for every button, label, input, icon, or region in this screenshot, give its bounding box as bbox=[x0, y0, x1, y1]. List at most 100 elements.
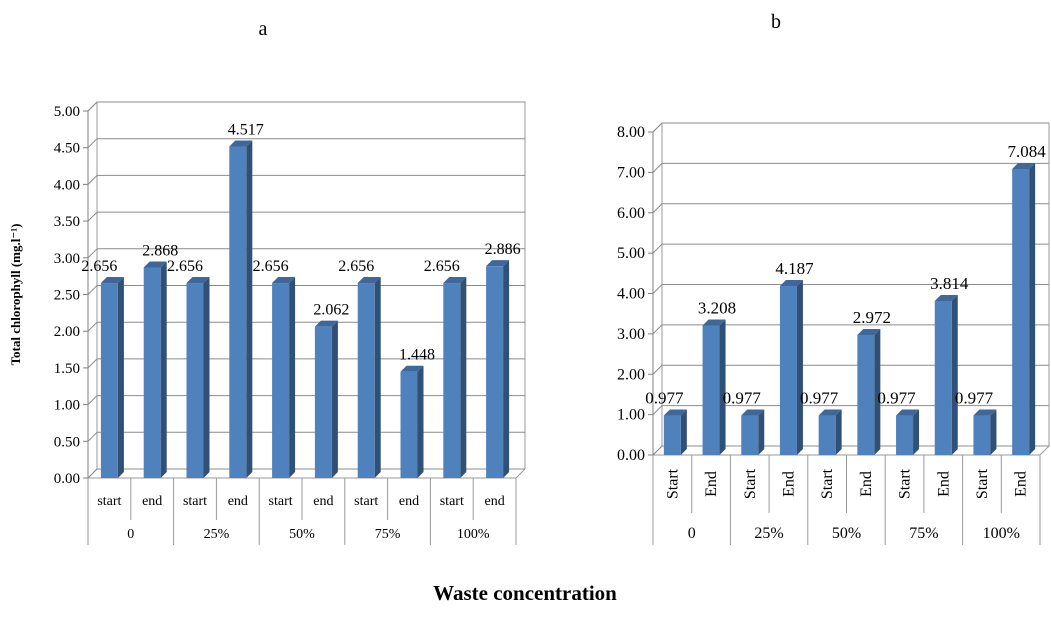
bar bbox=[857, 335, 875, 455]
bar bbox=[486, 266, 504, 478]
panel-label-b: b bbox=[771, 11, 781, 33]
data-label: 2.062 bbox=[313, 302, 349, 319]
data-label: 2.972 bbox=[853, 308, 891, 327]
bar bbox=[272, 283, 290, 478]
y-tick-label: 3.50 bbox=[54, 214, 80, 230]
panel-label-a: a bbox=[259, 18, 268, 40]
floor-edge bbox=[1039, 445, 1050, 456]
bar-top bbox=[779, 279, 803, 286]
subcategory-label: End bbox=[1013, 471, 1030, 497]
bar-top bbox=[143, 261, 167, 268]
bar-side bbox=[1029, 162, 1036, 455]
bar bbox=[443, 283, 461, 478]
bar bbox=[973, 415, 991, 455]
data-label: 2.656 bbox=[424, 258, 460, 275]
bar-side bbox=[246, 140, 253, 478]
y-tick-label: 1.00 bbox=[617, 407, 645, 424]
gridline-side bbox=[652, 163, 663, 173]
data-label: 0.977 bbox=[800, 389, 839, 408]
bar-top bbox=[443, 277, 467, 284]
bar-side bbox=[460, 277, 467, 478]
group-label: 25% bbox=[754, 525, 783, 542]
bar-top bbox=[100, 277, 124, 284]
y-tick-label: 5.00 bbox=[54, 104, 80, 120]
bar bbox=[663, 415, 681, 455]
bar bbox=[741, 415, 759, 455]
subcategory-label: end bbox=[313, 494, 333, 509]
gridline-side bbox=[652, 405, 663, 415]
y-tick-label: 5.00 bbox=[617, 245, 645, 262]
subcategory-label: Start bbox=[819, 468, 836, 499]
chart-b: 0.00 1.00 2.00 3.00 4.00 5.00 6.00 7.00 8.00 0.97… bbox=[617, 122, 1050, 545]
gridline-side bbox=[652, 122, 663, 133]
group-label: 0 bbox=[127, 527, 134, 542]
chart-a: 0.00 0.50 1.00 1.50 2.00 2.50 3.00 3.50 4.00 4.50… bbox=[8, 101, 526, 545]
bar bbox=[1012, 168, 1030, 455]
gridline-side bbox=[87, 431, 98, 442]
bar bbox=[143, 267, 161, 478]
bar-side bbox=[758, 409, 765, 455]
group-label: 25% bbox=[204, 527, 230, 542]
data-label: 2.656 bbox=[253, 258, 289, 275]
subcategory-label: Start bbox=[664, 468, 681, 499]
bar bbox=[934, 301, 952, 455]
data-label: 3.814 bbox=[930, 274, 969, 293]
data-label: 0.977 bbox=[723, 389, 762, 408]
bar-side bbox=[990, 409, 997, 455]
bar-top bbox=[486, 260, 510, 267]
y-tick-label: 1.00 bbox=[54, 398, 80, 414]
bar-top bbox=[272, 277, 296, 284]
y-tick-label: 3.00 bbox=[617, 326, 645, 343]
data-label: 4.187 bbox=[775, 259, 814, 278]
data-label: 2.656 bbox=[81, 258, 117, 275]
subcategory-label: End bbox=[935, 471, 952, 497]
bar-side bbox=[835, 409, 842, 455]
subcategory-label: Start bbox=[974, 468, 991, 499]
y-tick-label: 1.50 bbox=[54, 361, 80, 377]
bar bbox=[229, 146, 247, 478]
bar-top bbox=[186, 277, 210, 284]
y-tick-label: 7.00 bbox=[617, 164, 645, 181]
bar-side bbox=[417, 365, 424, 478]
gridline-side bbox=[652, 445, 663, 456]
gridline-side bbox=[652, 203, 663, 214]
bar-top bbox=[314, 320, 338, 327]
bar bbox=[100, 283, 118, 478]
bar bbox=[357, 283, 375, 478]
bar-side bbox=[680, 409, 687, 455]
subcategory-label: end bbox=[228, 494, 248, 509]
y-tick-label: 2.50 bbox=[54, 288, 80, 304]
bar-top bbox=[357, 277, 381, 284]
group-label: 100% bbox=[983, 525, 1020, 542]
bar-top bbox=[663, 409, 687, 416]
bar-side bbox=[719, 319, 726, 455]
data-label: 4.517 bbox=[228, 121, 264, 138]
gridline-side bbox=[87, 395, 98, 405]
bar-side bbox=[503, 260, 510, 478]
data-label: 2.868 bbox=[142, 242, 178, 259]
data-label: 0.977 bbox=[877, 389, 916, 408]
subcategory-label: start bbox=[269, 494, 293, 509]
bar bbox=[186, 283, 204, 478]
gridline-side bbox=[87, 468, 98, 479]
data-label: 2.656 bbox=[338, 258, 374, 275]
bar-top bbox=[857, 329, 881, 336]
bar-top bbox=[896, 409, 920, 416]
subcategory-label: End bbox=[858, 471, 875, 497]
bar bbox=[896, 415, 914, 455]
bar-side bbox=[874, 329, 881, 455]
y-tick-label: 0.00 bbox=[54, 471, 80, 487]
gridline-side bbox=[652, 243, 663, 254]
group-label: 100% bbox=[457, 527, 490, 542]
y-axis-label: Total chlorophyll (mg.l⁻¹) bbox=[8, 224, 23, 366]
group-label: 50% bbox=[289, 527, 315, 542]
data-label: 2.886 bbox=[485, 241, 521, 258]
bar-top bbox=[973, 409, 997, 416]
group-label: 0 bbox=[688, 525, 696, 542]
gridline-side bbox=[87, 358, 98, 369]
y-tick-label: 6.00 bbox=[617, 205, 645, 222]
bar-top bbox=[934, 295, 958, 302]
bar-side bbox=[913, 409, 920, 455]
subcategory-label: Start bbox=[897, 468, 914, 499]
subcategory-label: start bbox=[97, 494, 121, 509]
